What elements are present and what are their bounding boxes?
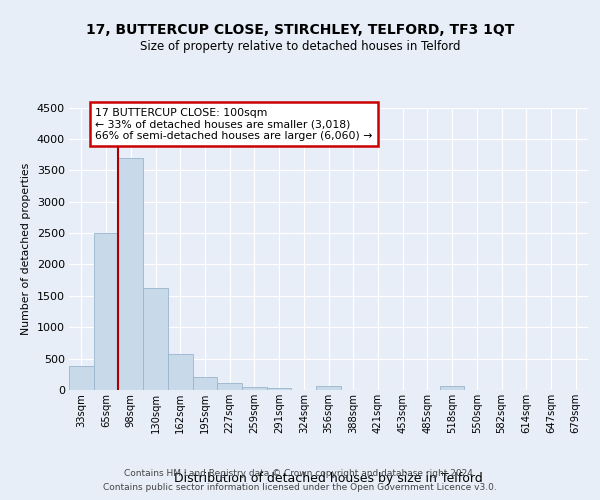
Bar	[440, 386, 464, 390]
Bar	[267, 388, 292, 390]
Bar	[217, 383, 242, 390]
Text: Size of property relative to detached houses in Telford: Size of property relative to detached ho…	[140, 40, 460, 53]
Text: Contains HM Land Registry data © Crown copyright and database right 2024.: Contains HM Land Registry data © Crown c…	[124, 469, 476, 478]
Bar	[316, 386, 341, 390]
Bar	[168, 354, 193, 390]
Text: 17, BUTTERCUP CLOSE, STIRCHLEY, TELFORD, TF3 1QT: 17, BUTTERCUP CLOSE, STIRCHLEY, TELFORD,…	[86, 22, 514, 36]
Bar	[69, 366, 94, 390]
Text: 17 BUTTERCUP CLOSE: 100sqm
← 33% of detached houses are smaller (3,018)
66% of s: 17 BUTTERCUP CLOSE: 100sqm ← 33% of deta…	[95, 108, 373, 140]
Bar	[143, 288, 168, 390]
X-axis label: Distribution of detached houses by size in Telford: Distribution of detached houses by size …	[174, 472, 483, 485]
Bar	[193, 378, 217, 390]
Text: Contains public sector information licensed under the Open Government Licence v3: Contains public sector information licen…	[103, 483, 497, 492]
Y-axis label: Number of detached properties: Number of detached properties	[21, 162, 31, 335]
Bar	[118, 158, 143, 390]
Bar	[94, 233, 118, 390]
Bar	[242, 387, 267, 390]
